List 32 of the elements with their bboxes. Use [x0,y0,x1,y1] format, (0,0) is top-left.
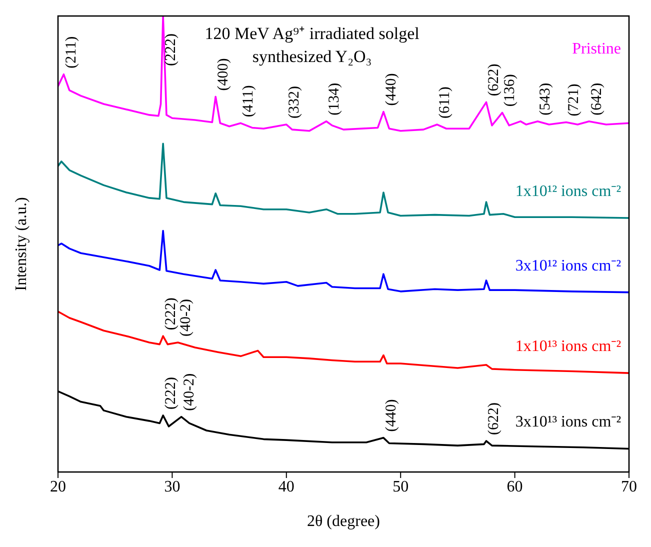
annotation: (440) [383,73,400,106]
series-label: 1x10¹³ ions cm⁻² [515,338,622,356]
x-tick-label: 40 [278,478,294,496]
annotation: (134) [326,82,342,116]
annotation: (721) [566,84,582,116]
annotation: (622) [486,402,502,435]
annotation: (332) [286,86,302,119]
annotation: (440) [383,399,400,432]
annotation: (611) [437,86,454,119]
annotation: (622) [486,64,502,96]
annotation: (40-2) [178,298,194,336]
annotation: (543) [538,82,554,116]
series-label: 1x10¹² ions cm⁻² [515,183,622,200]
annotation: (222) [163,34,180,66]
annotation: (411) [240,85,257,118]
annotation: (222) [163,376,180,410]
x-tick-label: 30 [164,478,180,496]
x-tick-label: 70 [621,478,637,496]
annotation: (211) [64,36,80,68]
annotation: (400) [216,58,232,91]
x-tick-label: 50 [392,478,409,496]
annotation: (222) [163,298,180,330]
x-tick-label: 60 [506,478,523,496]
x-tick-label: 20 [50,478,66,496]
series-label: 3x10¹² ions cm⁻² [515,257,622,274]
annotation: (642) [589,82,606,116]
text: Pristine [572,40,621,58]
annotation: (136) [502,74,518,107]
y-axis-title: Intensity (a.u.) [13,197,31,291]
annotation: (40-2) [181,373,198,411]
series-label: 3x10¹³ ions cm⁻² [515,414,622,431]
x-axis-title: 2θ (degree) [307,513,380,530]
